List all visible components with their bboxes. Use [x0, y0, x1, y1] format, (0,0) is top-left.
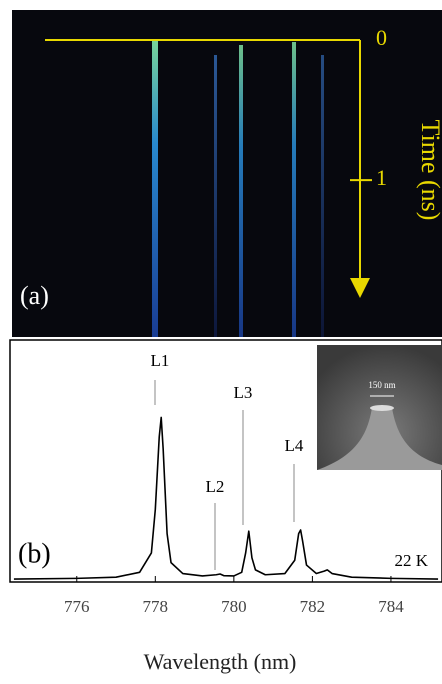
peak-label: L1	[151, 351, 170, 370]
streak	[239, 45, 243, 337]
streak	[152, 40, 158, 337]
y-tick-label: 1	[376, 165, 387, 190]
x-tick-label: 784	[378, 597, 404, 616]
streak	[321, 55, 324, 337]
x-tick-label: 782	[300, 597, 326, 616]
streak	[292, 42, 296, 337]
inset-pillar	[317, 408, 442, 470]
x-tick-label: 778	[143, 597, 169, 616]
inset: 150 nm	[317, 345, 442, 470]
streak	[214, 55, 217, 337]
time-arrow	[350, 278, 370, 298]
panel-label: (b)	[18, 538, 51, 569]
temperature-label: 22 K	[394, 551, 428, 570]
x-tick-label: 780	[221, 597, 247, 616]
streaks	[152, 40, 324, 337]
spectrum-line	[13, 416, 439, 580]
peak-label: L3	[234, 383, 253, 402]
inset-label: 150 nm	[368, 380, 395, 390]
x-axis-label: Wavelength (nm)	[144, 649, 297, 674]
peak-label: L2	[206, 477, 225, 496]
panel-label: (a)	[20, 281, 49, 310]
peak-label: L4	[285, 436, 304, 455]
y-tick-label: 0	[376, 25, 387, 50]
streak-image	[12, 10, 442, 337]
inset-pillar-top	[370, 405, 394, 411]
y-axis-label: Time (ns)	[416, 120, 442, 221]
x-tick-label: 776	[64, 597, 90, 616]
